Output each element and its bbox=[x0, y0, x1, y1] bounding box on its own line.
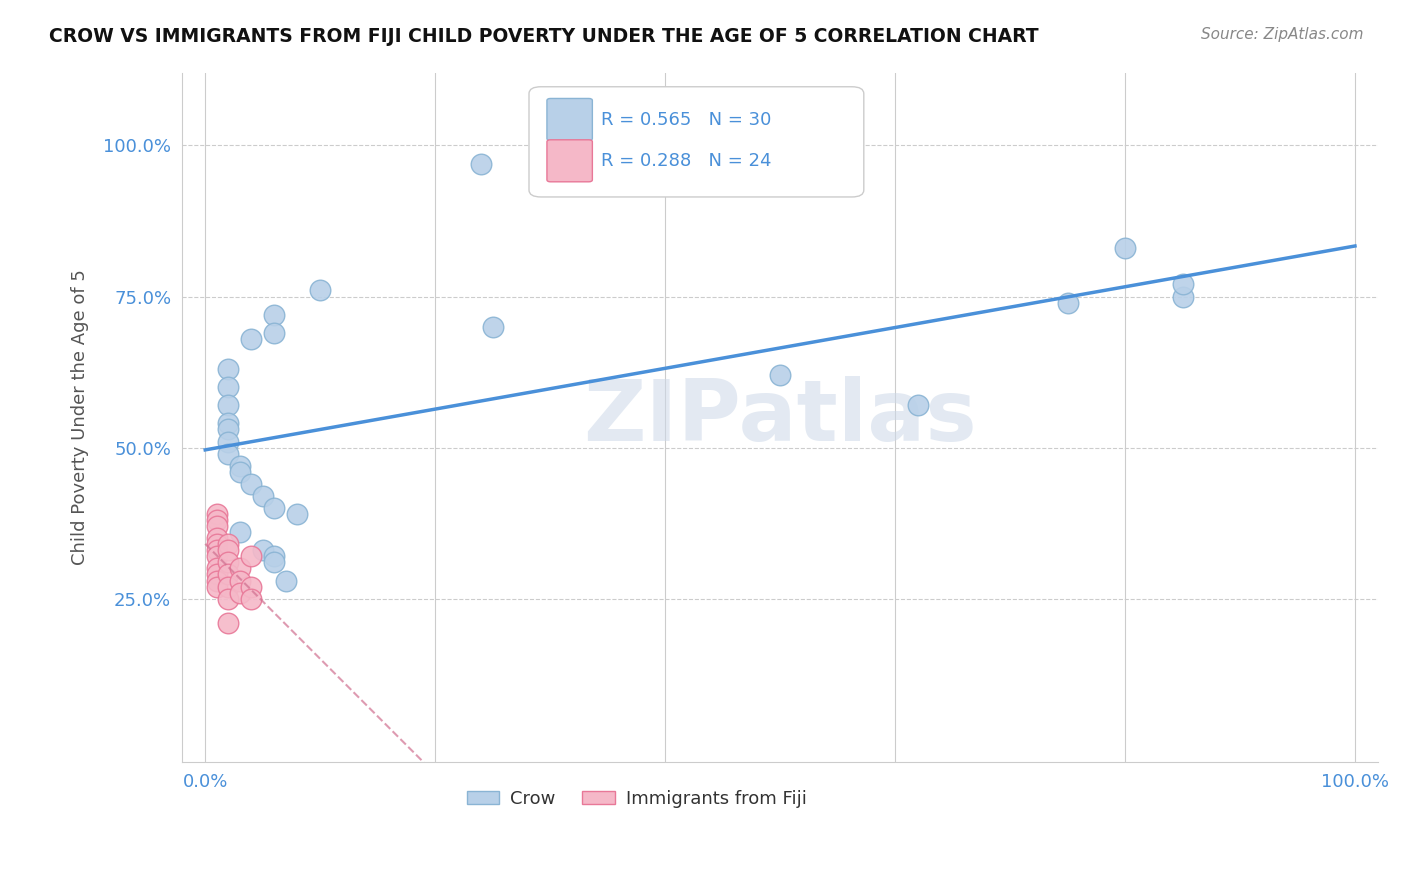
Y-axis label: Child Poverty Under the Age of 5: Child Poverty Under the Age of 5 bbox=[72, 269, 89, 566]
Point bbox=[217, 543, 239, 558]
Point bbox=[1056, 295, 1078, 310]
Point bbox=[769, 368, 792, 382]
Point bbox=[217, 580, 239, 594]
Point bbox=[217, 447, 239, 461]
Point bbox=[229, 458, 252, 473]
Text: CROW VS IMMIGRANTS FROM FIJI CHILD POVERTY UNDER THE AGE OF 5 CORRELATION CHART: CROW VS IMMIGRANTS FROM FIJI CHILD POVER… bbox=[49, 27, 1039, 45]
Point bbox=[274, 574, 297, 588]
Point bbox=[205, 561, 228, 575]
Point bbox=[1171, 289, 1194, 303]
Point bbox=[285, 507, 308, 521]
Point bbox=[470, 156, 492, 170]
Point bbox=[252, 543, 274, 558]
Point bbox=[205, 567, 228, 582]
Point bbox=[205, 513, 228, 527]
Point bbox=[205, 574, 228, 588]
Text: Source: ZipAtlas.com: Source: ZipAtlas.com bbox=[1201, 27, 1364, 42]
Point bbox=[240, 580, 263, 594]
Point bbox=[481, 319, 503, 334]
Point bbox=[205, 519, 228, 533]
Point bbox=[1171, 277, 1194, 292]
Point bbox=[263, 308, 285, 322]
Point bbox=[217, 567, 239, 582]
Point bbox=[252, 489, 274, 503]
Point bbox=[229, 465, 252, 479]
Text: R = 0.288   N = 24: R = 0.288 N = 24 bbox=[600, 153, 772, 170]
Point bbox=[217, 398, 239, 412]
FancyBboxPatch shape bbox=[547, 98, 592, 140]
Point bbox=[229, 574, 252, 588]
Point bbox=[217, 591, 239, 606]
Point bbox=[907, 398, 929, 412]
Point bbox=[205, 549, 228, 564]
Point bbox=[309, 284, 332, 298]
Point bbox=[263, 501, 285, 516]
Point bbox=[240, 591, 263, 606]
Legend: Crow, Immigrants from Fiji: Crow, Immigrants from Fiji bbox=[460, 782, 814, 814]
Point bbox=[217, 417, 239, 431]
Text: R = 0.565   N = 30: R = 0.565 N = 30 bbox=[600, 111, 770, 128]
Point bbox=[205, 537, 228, 551]
Point bbox=[217, 555, 239, 569]
Point bbox=[205, 507, 228, 521]
Point bbox=[205, 543, 228, 558]
Point bbox=[205, 580, 228, 594]
Point bbox=[229, 585, 252, 599]
Point bbox=[217, 422, 239, 436]
Point bbox=[1114, 241, 1136, 255]
Point bbox=[263, 555, 285, 569]
Point bbox=[217, 615, 239, 630]
Point bbox=[240, 549, 263, 564]
Point bbox=[217, 380, 239, 394]
Point bbox=[217, 537, 239, 551]
Text: ZIPatlas: ZIPatlas bbox=[583, 376, 977, 458]
Point bbox=[240, 476, 263, 491]
Point bbox=[263, 549, 285, 564]
Point bbox=[229, 525, 252, 540]
Point bbox=[217, 434, 239, 449]
FancyBboxPatch shape bbox=[529, 87, 863, 197]
Point bbox=[263, 326, 285, 340]
Point bbox=[240, 332, 263, 346]
FancyBboxPatch shape bbox=[547, 140, 592, 182]
Point bbox=[217, 362, 239, 376]
Point bbox=[229, 561, 252, 575]
Point bbox=[205, 531, 228, 545]
